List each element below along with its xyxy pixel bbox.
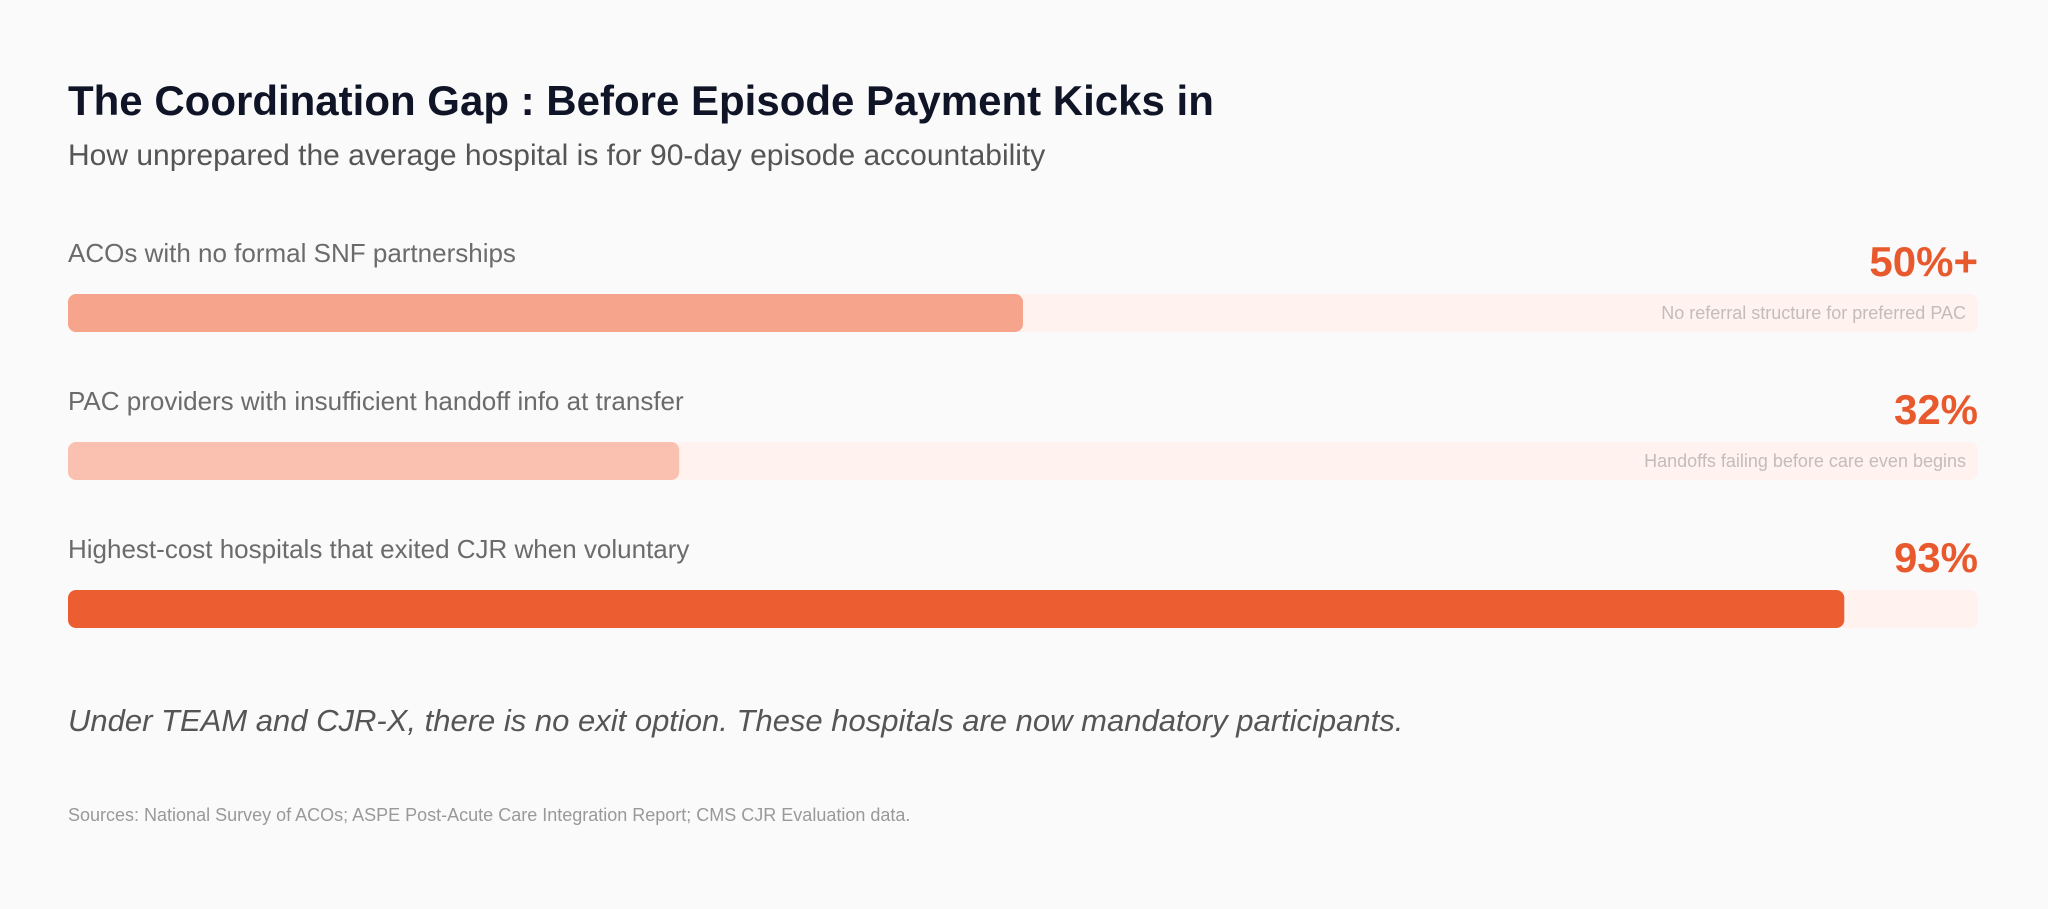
value-label: 50%+: [1869, 238, 1978, 285]
bar-label: ACOs with no formal SNF partnerships: [68, 238, 516, 268]
bar-label: Highest-cost hospitals that exited CJR w…: [68, 534, 689, 564]
chart-title: The Coordination Gap : Before Episode Pa…: [68, 77, 1214, 124]
value-label: 93%: [1894, 534, 1978, 581]
source: Sources: National Survey of ACOs; ASPE P…: [68, 805, 910, 825]
bar: [68, 590, 1845, 628]
chart-subtitle: How unprepared the average hospital is f…: [68, 139, 1045, 172]
bar-note: No referral structure for preferred PAC: [1661, 303, 1966, 323]
bar-label: PAC providers with insufficient handoff …: [68, 386, 684, 416]
bar-note: Handoffs failing before care even begins: [1644, 451, 1966, 471]
bar: [68, 442, 680, 480]
annotation: Under TEAM and CJR-X, there is no exit o…: [68, 703, 1403, 738]
value-label: 32%: [1894, 386, 1978, 433]
bar: [68, 294, 1023, 332]
